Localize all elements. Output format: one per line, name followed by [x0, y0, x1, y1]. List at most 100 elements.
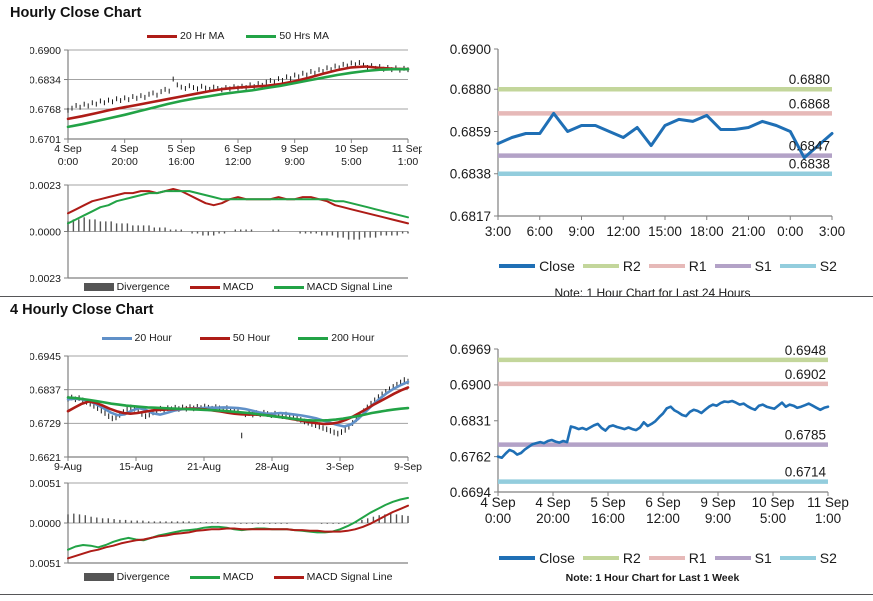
svg-text:9:00: 9:00 — [705, 511, 731, 526]
legend-item-macd-signal: MACD Signal Line — [273, 571, 392, 583]
legend-item-r1: R1 — [648, 550, 707, 566]
legend-item-200hour: 200 Hour — [298, 332, 374, 344]
svg-text:0:00: 0:00 — [777, 224, 803, 239]
four-hourly-section-title: 4 Hourly Close Chart — [10, 302, 154, 318]
ma20h-line-swatch-icon — [101, 336, 132, 340]
svg-text:-0.0051: -0.0051 — [30, 558, 61, 570]
legend-label: MACD — [222, 281, 254, 293]
legend-item-s2: S2 — [779, 550, 837, 566]
svg-text:3-Sep: 3-Sep — [326, 461, 354, 473]
svg-text:21-Aug: 21-Aug — [187, 461, 221, 473]
four-hourly-sr-legend: Close R2 R1 S1 S2 — [488, 550, 848, 566]
s2-line-swatch-icon — [779, 556, 816, 560]
legend-item-50hrs-ma: 50 Hrs MA — [246, 30, 329, 42]
svg-text:0.6785: 0.6785 — [785, 428, 826, 443]
svg-text:3:00: 3:00 — [819, 224, 845, 239]
legend-item-divergence: Divergence — [83, 281, 170, 293]
macd-signal-line-swatch-icon — [273, 575, 304, 579]
svg-text:0.6880: 0.6880 — [450, 82, 491, 97]
svg-text:5 Sep: 5 Sep — [168, 143, 196, 155]
svg-text:0.6762: 0.6762 — [450, 450, 491, 465]
svg-text:0.6837: 0.6837 — [30, 384, 61, 396]
macd-signal-line-swatch-icon — [273, 285, 304, 289]
four-hourly-macd-legend: Divergence MACD MACD Signal Line — [68, 571, 408, 583]
legend-item-macd: MACD — [189, 281, 254, 293]
svg-text:9-Aug: 9-Aug — [54, 461, 82, 473]
four-hourly-macd-chart: 0.0051 0.0000 -0.0051 — [30, 478, 409, 570]
svg-text:0:00: 0:00 — [58, 156, 79, 168]
svg-text:4 Sep: 4 Sep — [480, 495, 515, 510]
s2-line-swatch-icon — [779, 264, 816, 268]
svg-text:0:00: 0:00 — [485, 511, 511, 526]
legend-item-50hour: 50 Hour — [199, 332, 271, 344]
r2-line-swatch-icon — [582, 264, 619, 268]
legend-item-macd-signal: MACD Signal Line — [273, 281, 393, 293]
svg-text:6:00: 6:00 — [527, 224, 553, 239]
svg-text:0.6900: 0.6900 — [450, 42, 491, 57]
svg-text:0.0000: 0.0000 — [30, 226, 61, 238]
svg-text:12:00: 12:00 — [225, 156, 251, 168]
svg-text:18:00: 18:00 — [690, 224, 724, 239]
svg-text:4 Sep: 4 Sep — [535, 495, 570, 510]
close-line-swatch-icon — [499, 264, 536, 268]
macd-line-swatch-icon — [189, 285, 220, 289]
svg-text:0.0051: 0.0051 — [30, 478, 61, 490]
legend-label: MACD — [222, 571, 254, 583]
four-hourly-close-legend: 20 Hour 50 Hour 200 Hour — [68, 332, 408, 344]
svg-text:9-Sep: 9-Sep — [394, 461, 422, 473]
section-divider — [0, 296, 873, 297]
svg-text:6 Sep: 6 Sep — [645, 495, 680, 510]
legend-label: 200 Hour — [331, 332, 375, 344]
svg-text:0.6948: 0.6948 — [785, 343, 826, 358]
svg-text:1:00: 1:00 — [398, 156, 419, 168]
hourly-note: Note: 1 Hour Chart for Last 24 Hours — [554, 286, 751, 300]
svg-text:0.6831: 0.6831 — [450, 414, 491, 429]
r1-line-swatch-icon — [648, 264, 685, 268]
svg-text:0.6847: 0.6847 — [789, 139, 830, 154]
legend-label: R2 — [622, 258, 641, 274]
hourly-sr-legend: Close R2 R1 S1 S2 — [488, 258, 848, 274]
svg-text:15:00: 15:00 — [648, 224, 682, 239]
svg-text:0.6902: 0.6902 — [785, 367, 826, 382]
svg-text:0.6859: 0.6859 — [450, 124, 491, 139]
svg-text:0.6701: 0.6701 — [30, 134, 61, 146]
legend-label: S2 — [819, 258, 837, 274]
svg-text:0.6838: 0.6838 — [789, 157, 830, 172]
legend-label: R1 — [688, 258, 707, 274]
svg-text:0.6694: 0.6694 — [450, 485, 492, 500]
svg-text:3:00: 3:00 — [485, 224, 511, 239]
svg-text:5:00: 5:00 — [760, 511, 786, 526]
legend-label: S1 — [754, 258, 772, 274]
legend-item-r2: R2 — [582, 550, 641, 566]
svg-text:4 Sep: 4 Sep — [111, 143, 139, 155]
svg-text:0.6621: 0.6621 — [30, 452, 61, 464]
ma200h-line-swatch-icon — [298, 336, 329, 340]
s1-line-swatch-icon — [714, 264, 751, 268]
svg-text:0.6768: 0.6768 — [30, 104, 61, 116]
legend-item-macd: MACD — [189, 571, 254, 583]
svg-text:0.6714: 0.6714 — [785, 465, 827, 480]
legend-label: 50 Hour — [232, 332, 271, 344]
svg-text:0.6729: 0.6729 — [30, 418, 61, 430]
svg-text:0.0023: 0.0023 — [30, 180, 61, 192]
svg-text:5 Sep: 5 Sep — [590, 495, 625, 510]
svg-text:20:00: 20:00 — [112, 156, 138, 168]
svg-text:0.6868: 0.6868 — [789, 96, 830, 111]
svg-text:5:00: 5:00 — [341, 156, 362, 168]
svg-text:12:00: 12:00 — [646, 511, 680, 526]
macd-line-swatch-icon — [189, 575, 220, 579]
svg-text:6 Sep: 6 Sep — [224, 143, 252, 155]
legend-label: MACD Signal Line — [306, 281, 393, 293]
svg-text:12:00: 12:00 — [606, 224, 640, 239]
legend-item-r2: R2 — [582, 258, 641, 274]
divergence-bar-swatch-icon — [83, 573, 114, 581]
hourly-macd-chart: 0.0023 0.0000 -0.0023 — [30, 180, 409, 284]
legend-label: 20 Hr MA — [180, 30, 225, 42]
svg-text:1:00: 1:00 — [815, 511, 841, 526]
svg-text:11 Sep: 11 Sep — [392, 143, 422, 155]
svg-text:0.6945: 0.6945 — [30, 351, 61, 363]
svg-text:0.6838: 0.6838 — [450, 167, 491, 182]
ma20-line-swatch-icon — [147, 34, 178, 38]
